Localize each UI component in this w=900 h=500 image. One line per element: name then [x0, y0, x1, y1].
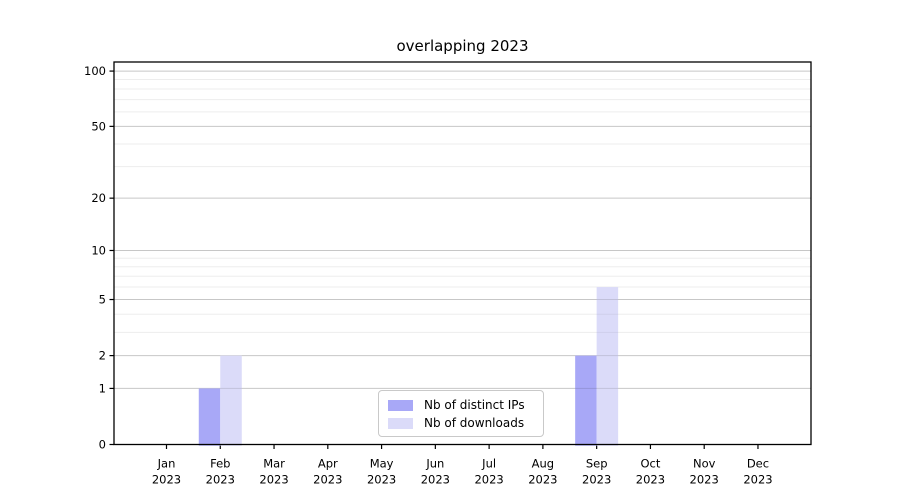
bar-distinct-ips-sep-2023	[575, 355, 597, 446]
legend-label-downloads: Nb of downloads	[424, 416, 525, 430]
x-tick-label: 2023	[474, 473, 503, 487]
legend-label-distinct-ips: Nb of distinct IPs	[424, 398, 525, 412]
x-tick-label: 2023	[206, 473, 235, 487]
x-tick-label: 2023	[743, 473, 772, 487]
legend: Nb of distinct IPs Nb of downloads	[378, 390, 544, 437]
y-tick-label: 5	[99, 293, 106, 307]
bar-downloads-feb-2023	[220, 355, 242, 446]
y-tick-label: 100	[84, 64, 106, 78]
legend-item-distinct-ips: Nb of distinct IPs	[388, 399, 535, 412]
x-tick-label: 2023	[690, 473, 719, 487]
x-tick-label: Dec	[747, 457, 769, 471]
y-tick-label: 50	[91, 119, 106, 133]
x-tick-label: May	[370, 457, 394, 471]
plot-border	[113, 61, 812, 446]
y-tick-label: 1	[99, 381, 106, 395]
legend-swatch-distinct-ips	[388, 400, 413, 411]
legend-swatch-downloads	[388, 418, 413, 429]
x-tick-label: Apr	[318, 457, 338, 471]
legend-item-downloads: Nb of downloads	[388, 417, 535, 430]
x-tick-label: Sep	[586, 457, 608, 471]
x-tick-label: Jun	[425, 457, 444, 471]
x-tick-label: 2023	[152, 473, 181, 487]
x-tick-label: Oct	[640, 457, 660, 471]
x-tick-label: Mar	[263, 457, 285, 471]
x-tick-label: Feb	[210, 457, 230, 471]
x-tick-label: 2023	[259, 473, 288, 487]
y-tick-label: 20	[91, 191, 106, 205]
chart-title: overlapping 2023	[396, 37, 529, 55]
x-tick-label: 2023	[528, 473, 557, 487]
x-tick-label: Nov	[693, 457, 716, 471]
x-tick-label: 2023	[313, 473, 342, 487]
y-tick-label: 10	[91, 243, 106, 257]
x-tick-label: 2023	[367, 473, 396, 487]
x-tick-label: Jul	[481, 457, 496, 471]
bar-downloads-sep-2023	[596, 287, 619, 446]
x-tick-label: 2023	[582, 473, 611, 487]
x-tick-label: 2023	[636, 473, 665, 487]
x-tick-label: Jan	[157, 457, 176, 471]
y-tick-label: 0	[99, 438, 106, 452]
x-tick-label: Aug	[532, 457, 554, 471]
bar-distinct-ips-feb-2023	[198, 388, 221, 446]
y-tick-label: 2	[99, 349, 106, 363]
x-tick-label: 2023	[421, 473, 450, 487]
